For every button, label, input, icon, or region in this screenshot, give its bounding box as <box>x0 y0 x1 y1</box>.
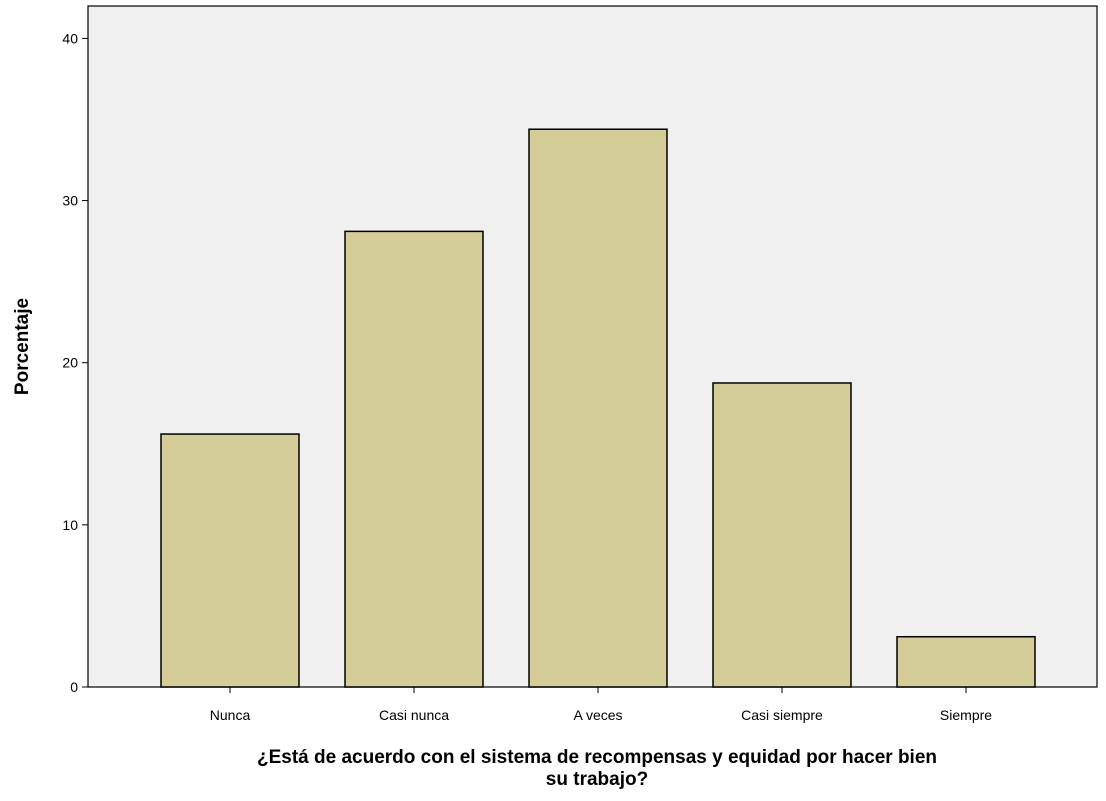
bar-casi-siempre <box>712 382 852 688</box>
x-tick-label: A veces <box>573 707 622 723</box>
y-axis: 0 10 20 30 40 <box>62 30 88 695</box>
y-axis-title: Porcentaje <box>12 298 33 395</box>
bar-nunca <box>160 433 300 688</box>
x-tick-label: Siempre <box>940 707 992 723</box>
x-tick-label: Casi nunca <box>379 707 449 723</box>
y-tick-label: 20 <box>62 355 78 371</box>
bar-siempre <box>896 635 1036 688</box>
x-tick-label: Nunca <box>210 707 251 723</box>
x-axis: Nunca Casi nunca A veces Casi siempre Siempr… <box>210 687 992 723</box>
x-axis-title-line-2: su trabajo? <box>546 769 648 790</box>
y-tick-label: 0 <box>70 679 78 695</box>
bars <box>160 128 1036 688</box>
y-tick-label: 10 <box>62 517 78 533</box>
x-axis-title-line-1: ¿Está de acuerdo con el sistema de recom… <box>257 747 937 768</box>
bar-casi-nunca <box>344 230 484 688</box>
x-tick-label: Casi siempre <box>741 707 823 723</box>
y-tick-label: 40 <box>62 30 78 46</box>
bar-a-veces <box>528 128 668 688</box>
y-tick-label: 30 <box>62 193 78 209</box>
